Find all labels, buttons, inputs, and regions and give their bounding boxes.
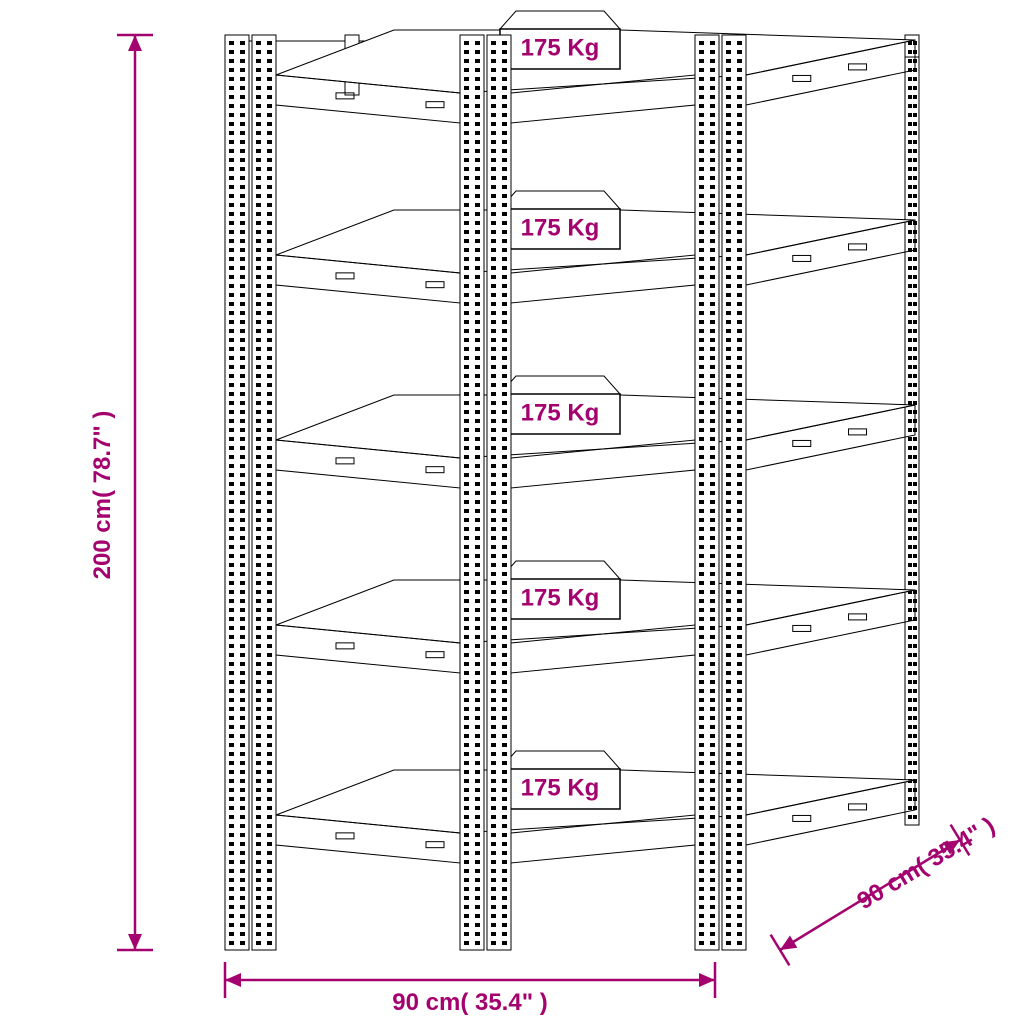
load-label: 175 Kg (521, 399, 600, 426)
shelving-dimension-diagram: 175 Kg 175 Kg 175 Kg 175 Kg 175 Kg 200 cm( 78… (0, 0, 1024, 1024)
front-post-2 (695, 35, 719, 950)
load-label: 175 Kg (521, 584, 600, 611)
width-label: 90 cm( 35.4" ) (392, 989, 547, 1016)
front-post-0 (225, 35, 249, 950)
load-label: 175 Kg (521, 774, 600, 801)
front-post-1 (460, 35, 484, 950)
shelves: 175 Kg 175 Kg 175 Kg 175 Kg 175 Kg (276, 11, 915, 863)
height-label: 200 cm( 78.7" ) (89, 411, 116, 580)
load-label: 175 Kg (521, 34, 600, 61)
depth-label: 90 cm( 35.4" ) (853, 812, 1000, 915)
load-label: 175 Kg (521, 214, 600, 241)
